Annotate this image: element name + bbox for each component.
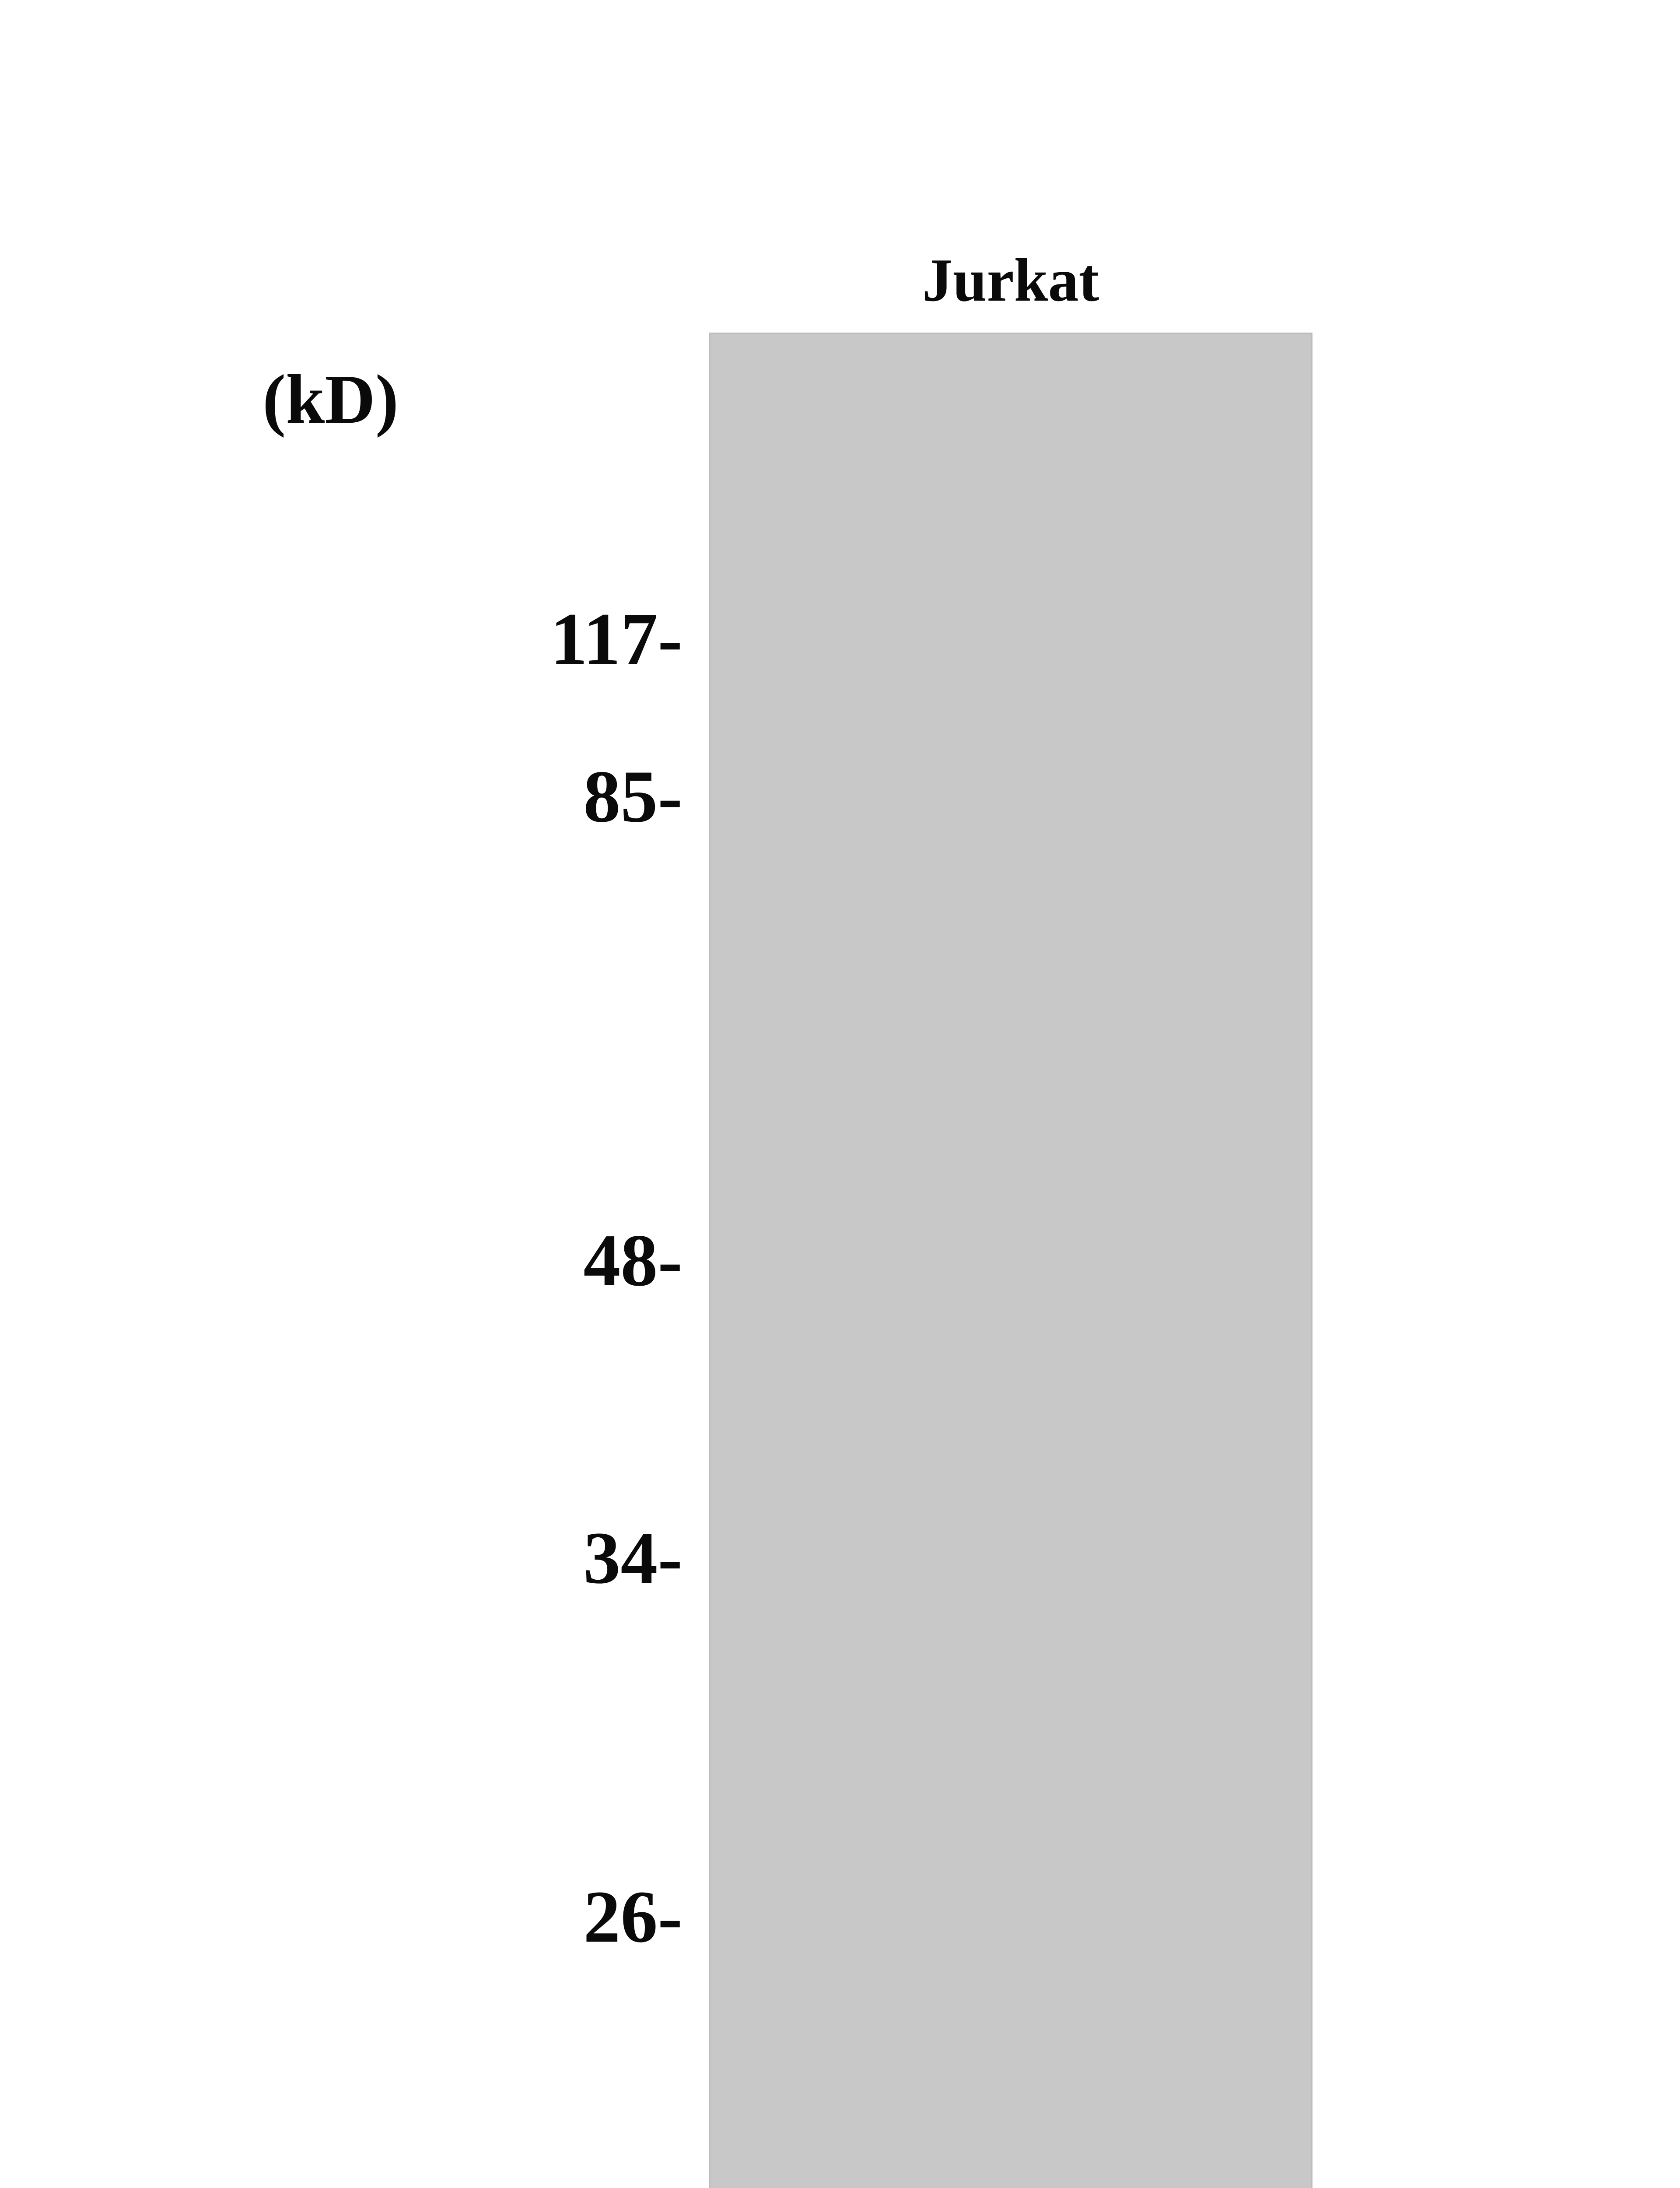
western-blot-figure: (kD) Jurkat117-85-48-34-26-19- <box>236 245 1444 2188</box>
scientific-figure-area: (kD) Jurkat117-85-48-34-26-19- <box>0 88 1680 2188</box>
page-root: (kD) Jurkat117-85-48-34-26-19- <box>0 0 1680 2188</box>
lane-label: Jurkat <box>879 245 1142 316</box>
blot-lane-strip <box>709 333 1312 2188</box>
top-banner <box>0 0 1680 88</box>
kd-unit-label: (kD) <box>262 359 399 440</box>
mw-marker-label: 85- <box>236 759 682 834</box>
mw-marker-label: 48- <box>236 1223 682 1297</box>
mw-marker-label: 117- <box>236 602 682 676</box>
mw-marker-label: 34- <box>236 1521 682 1595</box>
mw-marker-label: 26- <box>236 1879 682 1954</box>
